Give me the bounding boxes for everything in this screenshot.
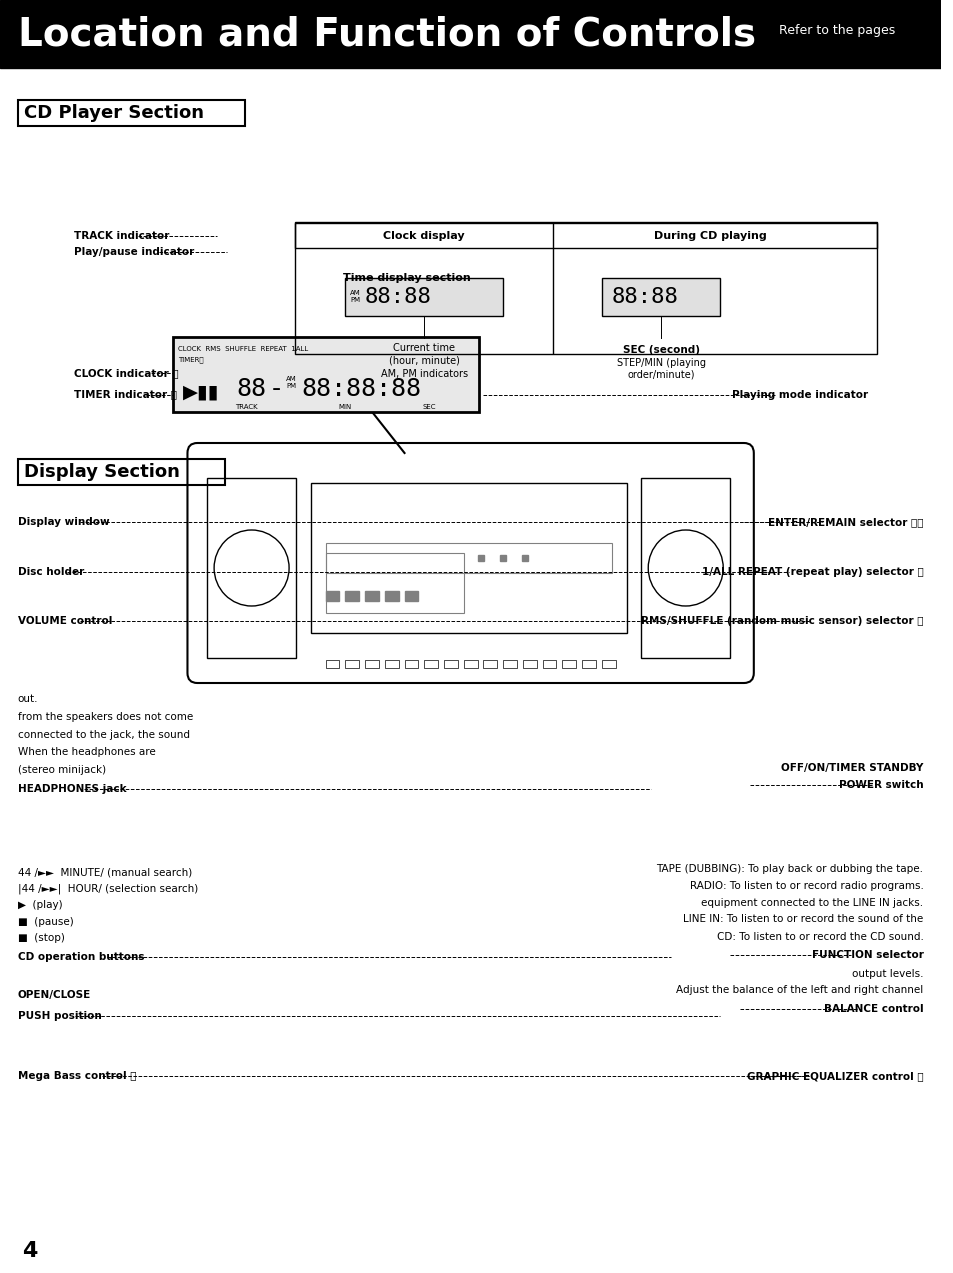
- Bar: [522, 659, 537, 668]
- Bar: [325, 591, 339, 601]
- Bar: [345, 659, 358, 668]
- Text: CD: To listen to or record the CD sound.: CD: To listen to or record the CD sound.: [716, 932, 923, 942]
- Text: connected to the jack, the sound: connected to the jack, the sound: [18, 729, 190, 740]
- Text: Refer to the pages: Refer to the pages: [779, 23, 895, 37]
- Text: TRACK: TRACK: [235, 405, 257, 410]
- Bar: [463, 659, 477, 668]
- Text: TAPE (DUBBING): To play back or dubbing the tape.: TAPE (DUBBING): To play back or dubbing …: [656, 864, 923, 875]
- Text: Play/pause indicator: Play/pause indicator: [74, 247, 194, 257]
- Text: |44 /►►|  HOUR/ (selection search): |44 /►►| HOUR/ (selection search): [18, 883, 198, 894]
- Text: During CD playing: During CD playing: [654, 230, 766, 241]
- Text: 4: 4: [22, 1241, 37, 1262]
- Bar: [404, 591, 418, 601]
- Text: 88:88:88: 88:88:88: [300, 377, 420, 401]
- Text: OFF/ON/TIMER STANDBY: OFF/ON/TIMER STANDBY: [781, 763, 923, 773]
- Bar: [601, 278, 720, 316]
- Text: Display window: Display window: [18, 517, 110, 527]
- Bar: [18, 460, 225, 485]
- Bar: [542, 659, 556, 668]
- Text: SEC: SEC: [422, 405, 436, 410]
- Text: AM, PM indicators: AM, PM indicators: [380, 369, 467, 379]
- Bar: [601, 659, 615, 668]
- Text: BALANCE control: BALANCE control: [823, 1004, 923, 1015]
- Text: equipment connected to the LINE IN jacks.: equipment connected to the LINE IN jacks…: [688, 897, 923, 908]
- Bar: [562, 659, 576, 668]
- Text: FUNCTION selector: FUNCTION selector: [811, 950, 923, 960]
- Bar: [581, 659, 596, 668]
- Bar: [345, 591, 358, 601]
- Text: Time display section: Time display section: [342, 272, 470, 283]
- Text: ▶▮▮: ▶▮▮: [182, 383, 219, 402]
- Text: RADIO: To listen to or record radio programs.: RADIO: To listen to or record radio prog…: [689, 881, 923, 891]
- Bar: [18, 101, 244, 126]
- Bar: [640, 477, 729, 658]
- Text: Current time: Current time: [393, 342, 455, 353]
- Bar: [325, 552, 463, 614]
- Text: CLOCK indicator ⓓ: CLOCK indicator ⓓ: [74, 368, 178, 378]
- Text: ENTER/REMAIN selector ⓓⓓ: ENTER/REMAIN selector ⓓⓓ: [767, 517, 923, 527]
- Text: POWER switch: POWER switch: [838, 780, 923, 791]
- Text: Playing mode indicator: Playing mode indicator: [731, 390, 867, 400]
- Text: ■  (pause): ■ (pause): [18, 917, 73, 927]
- Text: TIMER indicator ⓓ: TIMER indicator ⓓ: [74, 390, 177, 400]
- Text: 1/ALL REPEAT (repeat play) selector ⓓ: 1/ALL REPEAT (repeat play) selector ⓓ: [701, 566, 923, 577]
- Text: out.: out.: [18, 694, 38, 704]
- Text: VOLUME control: VOLUME control: [18, 616, 112, 626]
- Text: PUSH position: PUSH position: [18, 1011, 101, 1021]
- Text: CD Player Section: CD Player Section: [24, 104, 204, 122]
- Text: (stereo minijack): (stereo minijack): [18, 765, 106, 775]
- Text: RMS/SHUFFLE (random music sensor) selector ⓓ: RMS/SHUFFLE (random music sensor) select…: [640, 616, 923, 626]
- Bar: [365, 591, 378, 601]
- Bar: [502, 659, 517, 668]
- Text: TIMERⓓ: TIMERⓓ: [177, 356, 203, 363]
- Bar: [404, 659, 418, 668]
- Bar: [483, 659, 497, 668]
- Text: AM
PM: AM PM: [350, 290, 360, 303]
- Bar: [384, 591, 398, 601]
- Text: Location and Function of Controls: Location and Function of Controls: [18, 15, 755, 53]
- Text: 44 /►►  MINUTE/ (manual search): 44 /►► MINUTE/ (manual search): [18, 867, 192, 877]
- Bar: [294, 223, 876, 248]
- Bar: [311, 482, 626, 633]
- Text: 88:88: 88:88: [365, 286, 432, 307]
- Text: CD operation buttons: CD operation buttons: [18, 952, 144, 962]
- Text: ▶  (play): ▶ (play): [18, 900, 62, 910]
- Text: 88:88: 88:88: [611, 286, 678, 307]
- Text: Clock display: Clock display: [383, 230, 465, 241]
- Text: output levels.: output levels.: [851, 969, 923, 979]
- Text: ■  (stop): ■ (stop): [18, 933, 65, 943]
- Text: HEADPHONES jack: HEADPHONES jack: [18, 784, 126, 794]
- Text: CLOCK  RMS  SHUFFLE  REPEAT  1ALL: CLOCK RMS SHUFFLE REPEAT 1ALL: [177, 346, 308, 353]
- Text: STEP/MIN (playing: STEP/MIN (playing: [616, 358, 705, 368]
- Text: SEC (second): SEC (second): [622, 345, 699, 355]
- Text: from the speakers does not come: from the speakers does not come: [18, 712, 193, 722]
- Text: order/minute): order/minute): [627, 369, 694, 379]
- Text: AM
PM: AM PM: [286, 376, 296, 388]
- Text: TRACK indicator: TRACK indicator: [74, 230, 170, 241]
- Text: Disc holder: Disc holder: [18, 566, 84, 577]
- Text: Display Section: Display Section: [24, 463, 179, 481]
- Bar: [384, 659, 398, 668]
- Text: Mega Bass control ⓓ: Mega Bass control ⓓ: [18, 1071, 136, 1081]
- Bar: [345, 278, 502, 316]
- Text: LINE IN: To listen to or record the sound of the: LINE IN: To listen to or record the soun…: [682, 914, 923, 924]
- Text: 88: 88: [236, 377, 267, 401]
- Bar: [207, 477, 295, 658]
- Text: When the headphones are: When the headphones are: [18, 747, 155, 757]
- Text: -: -: [271, 377, 280, 401]
- Text: MIN: MIN: [338, 405, 352, 410]
- Bar: [443, 659, 457, 668]
- Text: (hour, minute): (hour, minute): [389, 355, 459, 365]
- Bar: [424, 659, 437, 668]
- Text: GRAPHIC EQUALIZER control ⓓ: GRAPHIC EQUALIZER control ⓓ: [746, 1071, 923, 1081]
- Bar: [172, 337, 478, 412]
- Bar: [325, 659, 339, 668]
- Bar: [0, 0, 941, 67]
- Bar: [365, 659, 378, 668]
- Text: Adjust the balance of the left and right channel: Adjust the balance of the left and right…: [676, 985, 923, 995]
- Text: OPEN/CLOSE: OPEN/CLOSE: [18, 990, 91, 1001]
- Bar: [294, 222, 876, 354]
- Bar: [325, 544, 611, 573]
